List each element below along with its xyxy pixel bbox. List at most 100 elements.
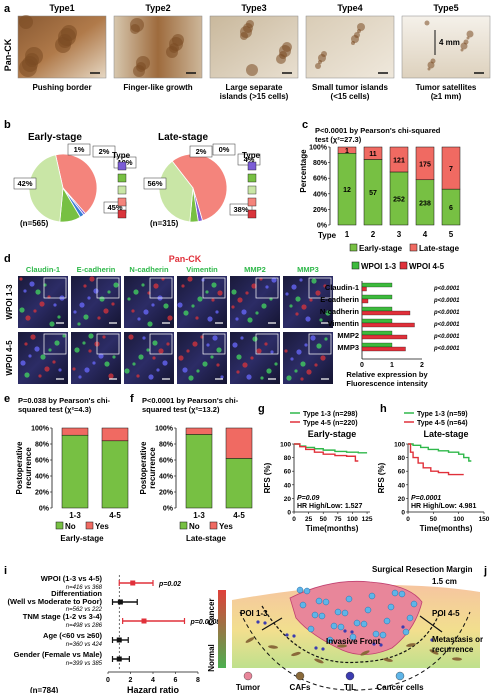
d-if-signal [197,296,203,302]
c-bar-late-5 [441,146,461,190]
d-pval-2: p<0.0001 [433,298,460,304]
d-if-signal [111,302,115,306]
j-cancer-cell [349,633,357,641]
d-if-signal [58,368,62,372]
j-cancer-cell [326,636,334,644]
pie-legend-title: Type [112,151,131,160]
d-if-signal [113,282,119,288]
d-if-signal [310,335,316,341]
d-if-signal [271,277,277,283]
d-if-signal [256,348,262,354]
km-ytick-label: 20 [284,496,292,503]
d-if-signal [299,278,303,282]
a-tile-3-nest [282,42,292,52]
j-legend-icon-3 [345,671,355,681]
j-legend-icon-4 [395,671,405,681]
d-if-signal [88,333,94,339]
j-resection-margin [239,611,471,691]
a-caption-5: (≥1 mm) [431,92,462,101]
d-if-signal [124,368,130,374]
d-if-signal [99,296,105,302]
pie-late-label: 38% [233,205,248,214]
a-caption-3: Large separate [226,83,283,92]
d-bar-label-3: N-cadherin [320,307,360,316]
d-if-signal [195,316,199,320]
c-xtick-label: 5 [449,230,454,239]
d-if-signal [191,304,195,308]
a-type-title-4: Type4 [337,3,362,13]
c-ytick-label: 80% [313,160,328,167]
panel-d-letter: d [4,253,11,265]
recur-ytick-label: 60% [35,458,50,465]
i-row-label-3: TNM stage (1-2 vs 3-4) [23,612,103,621]
recur-bar-yes-4-5 [225,427,253,459]
d-if-signal [265,285,269,289]
km-title: Early-stage [308,429,357,439]
d-pval-5: p<0.0001 [433,334,460,340]
f-title-2: squared test (χ²=13.2) [142,405,220,414]
d-if-signal [142,336,146,340]
j-legend-label-3: TIL [344,683,356,692]
c-ylabel: Percentage [299,149,308,193]
d-bar-label-4: Vimentin [327,319,359,328]
i-xtick-label: 2 [129,677,133,684]
d-if-signal [205,290,209,294]
d-if-image [177,276,227,328]
d-if-signal [25,315,31,321]
j-cancer-cell [410,600,418,608]
d-if-signal [316,343,322,349]
d-if-signal [29,281,35,287]
i-xtick-label: 4 [151,677,155,684]
d-if-signal [177,302,183,308]
km-legend-label: Type 4-5 (n=64) [417,420,468,427]
recur-ytick-label: 20% [159,490,174,497]
d-if-signal [235,317,239,321]
d-if-signal [247,317,253,323]
d-if-signal [291,284,297,290]
a-tile-2-nest [136,56,150,70]
d-if-signal [57,315,61,319]
d-if-signal [128,334,134,340]
d-if-signal [220,375,224,379]
pie-early-label-box [13,177,37,190]
km-hr: HR High/Low: 1.527 [297,503,362,510]
panel-j: j Cancer Normal Surgical Resection Margi… [207,565,487,692]
j-caf [452,657,462,661]
j-cancer-cell [303,587,311,595]
d-if-signal [237,297,243,303]
j-cancer-cell [391,589,399,597]
d-if-signal [202,361,208,367]
d-if-signal [19,277,23,281]
d-if-signal [147,321,153,327]
panel-g-letter: g [258,403,265,415]
d-if-signal [163,303,169,309]
km-xtick-label: 50 [320,516,328,523]
j-cancer-cell [383,617,391,625]
d-if-signal [107,290,111,294]
pie-early-label-box [92,145,116,158]
d-if-signal [102,335,106,339]
d-if-signal [30,334,36,340]
recur-legend-yes: Yes [219,522,233,531]
panel-g: g Type 1-3 (n=298) Type 4-5 (n=220) Early-… [258,403,373,533]
recur-bar-no-1-3 [185,434,213,509]
a-caption-2: Finger-like growth [123,83,192,92]
d-if-signal [104,361,110,367]
recur-legend-no-swatch [55,521,64,530]
c-count-early-5: 6 [449,205,453,212]
d-if-signal [181,284,185,288]
i-row-n-5: n=399 vs 385 [66,661,103,667]
d-bar-wpoi45-2 [361,298,369,304]
pie-late-label-box [189,145,213,158]
pie-early-label: 2% [99,147,110,156]
d-if-signal [162,360,168,366]
c-count-early-3: 252 [393,196,405,203]
pie-slice-type-5 [28,154,64,223]
i-xtick-label: 8 [196,677,200,684]
d-if-signal [250,356,254,360]
d-if-signal [319,318,323,322]
j-til [263,621,267,625]
a-type-title-1: Type1 [49,3,74,13]
j-cancer-cell [372,630,380,638]
d-if-signal [311,278,317,284]
